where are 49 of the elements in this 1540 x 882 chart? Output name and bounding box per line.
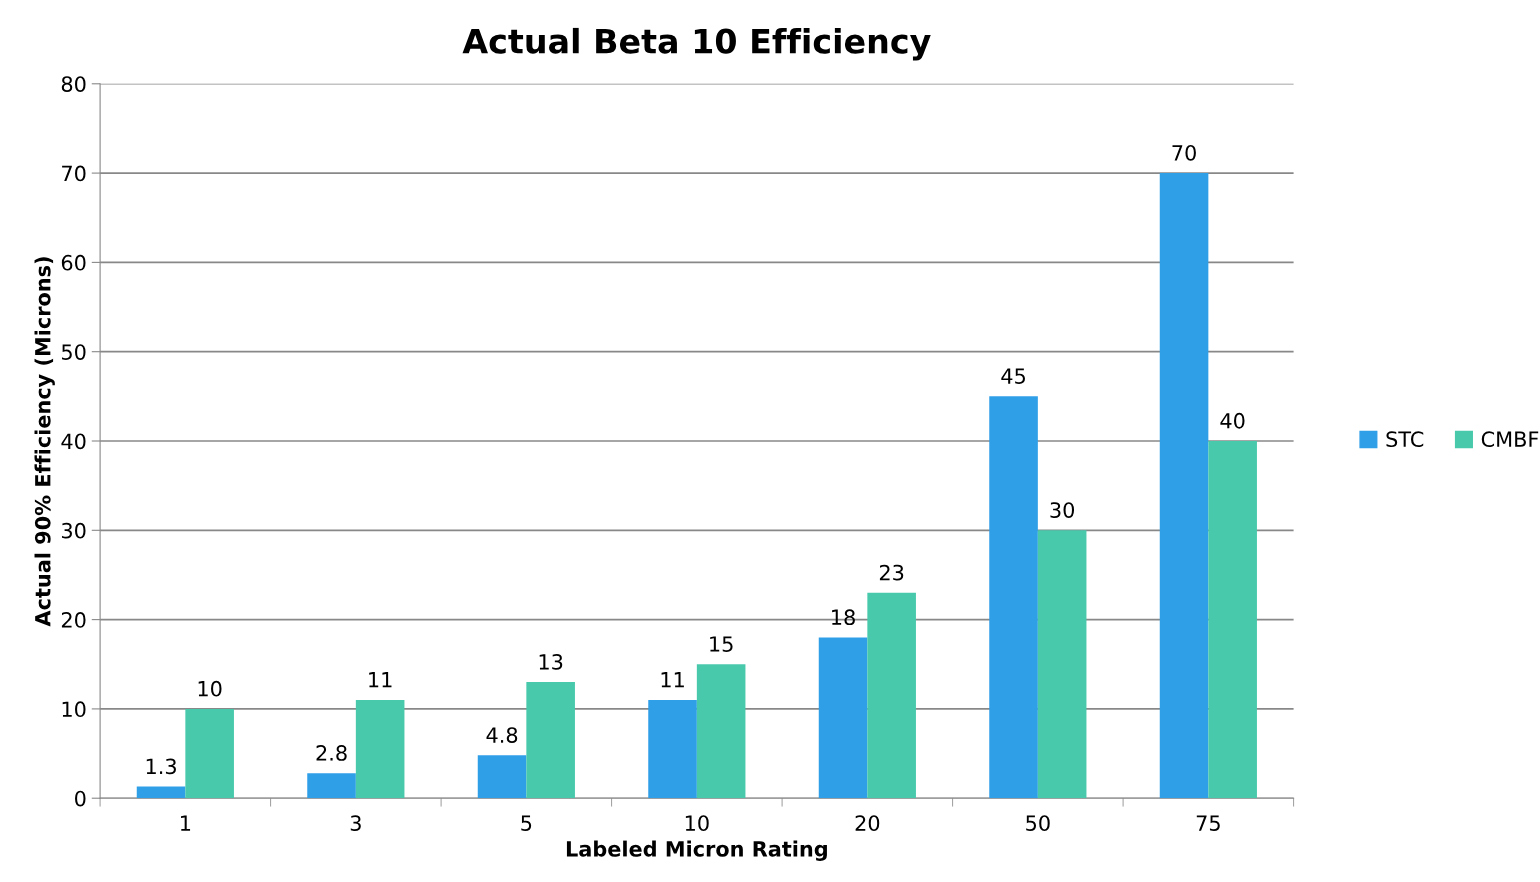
x-tick-label: 3	[350, 815, 361, 831]
data-label: 11	[661, 672, 684, 688]
x-tick-label: 1	[181, 815, 191, 831]
data-label: 45	[1001, 368, 1025, 384]
y-tick-label: 50	[62, 344, 86, 360]
data-label: 2.8	[316, 745, 347, 761]
bar	[526, 682, 575, 799]
y-tick-label: 60	[61, 254, 86, 271]
y-tick-label: 80	[61, 76, 86, 92]
bar	[867, 592, 916, 799]
y-tick-label: 20	[61, 612, 86, 628]
data-label: 30	[1050, 502, 1075, 518]
bar	[648, 699, 697, 799]
data-label: 23	[879, 564, 904, 581]
y-tick-label: 30	[61, 522, 86, 539]
data-label: 11	[369, 672, 392, 688]
y-tick-label: 10	[62, 701, 86, 718]
bar	[307, 773, 356, 799]
y-tick-label: 70	[62, 165, 86, 182]
x-tick-label: 75	[1196, 815, 1220, 831]
bar	[696, 664, 746, 799]
data-label: 40	[1220, 412, 1245, 429]
x-axis-title: Labeled Micron Rating	[566, 840, 827, 861]
bar	[1159, 173, 1209, 799]
legend-label: CMBF	[1481, 431, 1539, 448]
data-label: 10	[198, 680, 222, 697]
bar	[477, 755, 527, 799]
x-tick-label: 10	[685, 815, 709, 831]
bar	[355, 699, 405, 799]
bar	[136, 786, 186, 799]
bar	[185, 708, 234, 799]
x-tick-label: 5	[521, 815, 532, 831]
x-tick-label: 20	[855, 815, 880, 831]
legend-label: STC	[1386, 431, 1424, 448]
chart-title: Actual Beta 10 Efficiency	[462, 27, 931, 61]
y-tick-label: 0	[75, 790, 86, 807]
data-label: 15	[710, 636, 733, 652]
bar	[1208, 441, 1257, 799]
bar	[989, 396, 1038, 799]
data-label: 13	[539, 653, 563, 670]
x-tick-label: 50	[1026, 815, 1050, 831]
y-tick-label: 40	[61, 433, 86, 450]
bar	[1037, 530, 1087, 799]
data-label: 4.8	[486, 727, 518, 743]
data-label: 1.3	[146, 758, 176, 775]
data-label: 70	[1172, 144, 1196, 161]
bar	[818, 637, 868, 799]
y-axis-title: Actual 90% Efficiency (Microns)	[34, 257, 55, 627]
data-label: 18	[832, 609, 855, 626]
